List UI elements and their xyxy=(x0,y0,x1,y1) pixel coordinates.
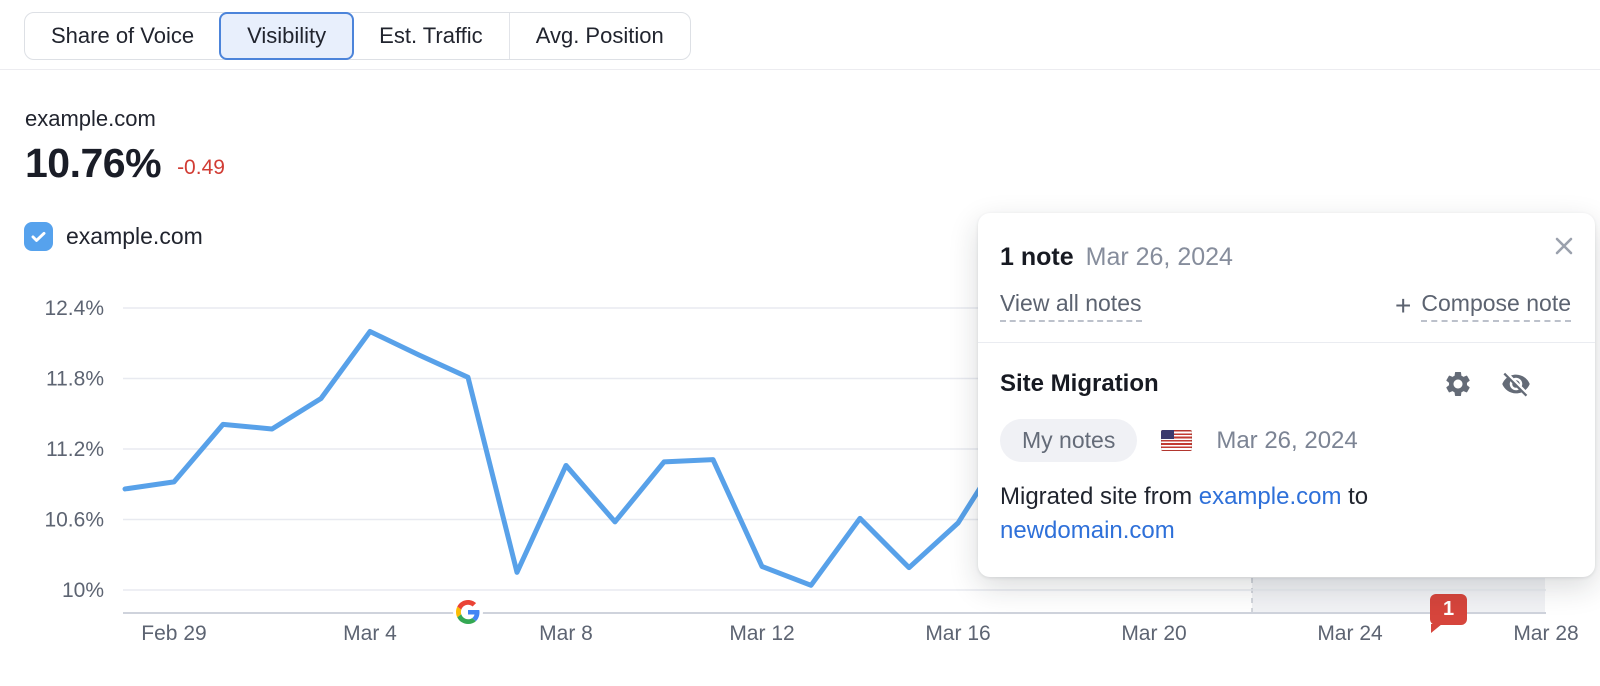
note-highlight-band xyxy=(1252,578,1545,613)
tab-est-traffic[interactable]: Est. Traffic xyxy=(353,13,509,59)
google-g-icon xyxy=(456,600,480,624)
trend-line-example-com[interactable] xyxy=(122,329,1010,588)
x-tick-label: Mar 12 xyxy=(729,622,794,645)
x-tick-label: Mar 28 xyxy=(1513,622,1578,645)
us-flag-icon xyxy=(1161,430,1193,451)
x-tick-label: Mar 20 xyxy=(1121,622,1186,645)
google-update-marker-icon[interactable] xyxy=(453,597,483,627)
domain-title: example.com xyxy=(25,106,156,131)
note-card: Site Migration My notes xyxy=(1000,343,1571,548)
note-badge-count: 1 xyxy=(1442,598,1455,620)
visibility-value: 10.76% xyxy=(25,140,162,186)
summary-block: example.com 10.76% -0.49 xyxy=(25,106,225,187)
legend-item-example-com[interactable]: example.com xyxy=(24,222,203,251)
y-tick-label: 10.6% xyxy=(44,509,104,532)
note-link-new-domain[interactable]: newdomain.com xyxy=(1000,517,1175,544)
note-title: Site Migration xyxy=(1000,370,1159,397)
compose-note-label: Compose note xyxy=(1421,290,1571,322)
settings-icon[interactable] xyxy=(1443,369,1473,399)
y-tick-label: 11.2% xyxy=(46,438,104,461)
note-body-mid: to xyxy=(1341,483,1369,510)
x-tick-label: Mar 4 xyxy=(343,622,397,645)
visibility-delta: -0.49 xyxy=(177,156,225,179)
y-tick-label: 12.4% xyxy=(44,297,104,320)
x-tick-label: Mar 8 xyxy=(539,622,593,645)
compose-note-link[interactable]: + Compose note xyxy=(1395,290,1571,322)
check-icon xyxy=(31,231,46,242)
note-date: Mar 26, 2024 xyxy=(1216,426,1358,454)
note-panel-header: 1 note Mar 26, 2024 xyxy=(1000,243,1571,272)
close-icon[interactable] xyxy=(1549,231,1579,261)
notes-count: 1 note xyxy=(1000,243,1074,271)
tab-group: Share of Voice Visibility Est. Traffic A… xyxy=(24,12,691,60)
notes-header-date: Mar 26, 2024 xyxy=(1085,243,1233,271)
hide-note-eye-slash-icon[interactable] xyxy=(1501,369,1531,399)
note-body-prefix: Migrated site from xyxy=(1000,483,1199,510)
note-meta: My notes Mar 26, 2024 xyxy=(1000,419,1571,462)
note-link-old-domain[interactable]: example.com xyxy=(1198,483,1342,510)
x-tick-label: Mar 16 xyxy=(925,622,990,645)
x-tick-label: Feb 29 xyxy=(141,622,206,645)
tab-visibility[interactable]: Visibility xyxy=(219,12,355,60)
tab-share-of-voice[interactable]: Share of Voice xyxy=(25,13,220,59)
note-badge[interactable]: 1 xyxy=(1430,594,1467,633)
y-tick-label: 10% xyxy=(62,579,104,602)
legend-checkbox[interactable] xyxy=(24,222,53,251)
panel-divider xyxy=(978,342,1595,343)
tab-avg-position[interactable]: Avg. Position xyxy=(508,13,690,59)
note-panel-links: View all notes + Compose note xyxy=(1000,290,1571,322)
x-tick-label: Mar 24 xyxy=(1317,622,1383,645)
y-tick-label: 11.8% xyxy=(46,368,104,391)
plus-icon: + xyxy=(1395,290,1412,321)
note-tag: My notes xyxy=(1000,419,1138,462)
view-all-notes-link[interactable]: View all notes xyxy=(1000,290,1142,322)
legend-label: example.com xyxy=(66,223,203,249)
value-row: 10.76% -0.49 xyxy=(25,140,225,187)
note-actions xyxy=(1443,369,1571,399)
metric-tabs: Share of Voice Visibility Est. Traffic A… xyxy=(24,12,691,60)
note-text: Migrated site from example.com to newdom… xyxy=(1000,480,1571,548)
note-panel: 1 note Mar 26, 2024 View all notes + Com… xyxy=(978,213,1595,577)
header-divider xyxy=(0,69,1600,70)
